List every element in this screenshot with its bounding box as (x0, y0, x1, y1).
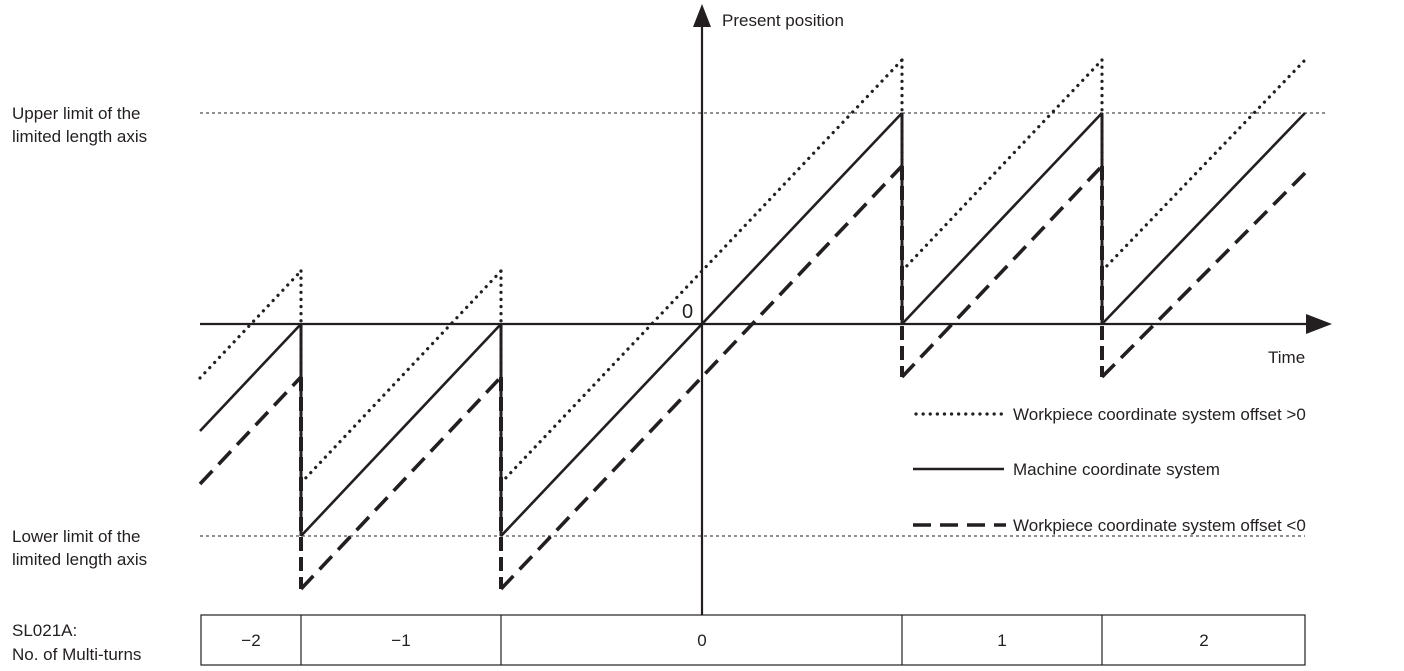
upper-limit-label: Upper limit of the limited length axis (12, 104, 147, 146)
machine-ramp-segment (901, 112, 1103, 325)
machine-ramp-segment (300, 323, 502, 537)
offset-positive-ramp-segment (900, 58, 1104, 273)
offset-positive-ramp-segment (299, 269, 503, 485)
offset-negative-waveform (198, 164, 1307, 591)
offset-negative-ramp-segment (299, 375, 503, 591)
multi-turn-cell: −2 (241, 631, 260, 650)
offset-negative-ramp-segment (900, 164, 1104, 379)
x-axis-arrowhead (1306, 314, 1332, 334)
legend-dashed-label: Workpiece coordinate system offset <0 (1013, 516, 1306, 535)
multi-turn-cell: 1 (997, 631, 1006, 650)
multi-turn-cell: −1 (391, 631, 410, 650)
legend-solid-label: Machine coordinate system (1013, 460, 1220, 479)
offset-negative-ramp-segment (499, 164, 904, 591)
y-axis-arrowhead (693, 4, 711, 27)
multi-turns-label: SL021A: No. of Multi-turns (12, 621, 141, 664)
multi-turn-cell: 0 (697, 631, 706, 650)
machine-ramp-segment (199, 323, 302, 432)
x-axis-label: Time (1268, 348, 1305, 367)
lower-limit-label: Lower limit of the limited length axis (12, 527, 147, 569)
multi-turn-cell: 2 (1199, 631, 1208, 650)
machine-ramp-segment (1101, 112, 1306, 325)
multi-turns-table (200, 614, 1306, 666)
offset-negative-ramp-segment (1100, 171, 1307, 379)
offset-negative-ramp-segment (198, 375, 303, 486)
offset-positive-ramp-segment (1100, 58, 1307, 273)
y-axis-label: Present position (722, 11, 844, 30)
legend-dotted-label: Workpiece coordinate system offset >0 (1013, 405, 1306, 424)
origin-label: 0 (682, 301, 693, 323)
